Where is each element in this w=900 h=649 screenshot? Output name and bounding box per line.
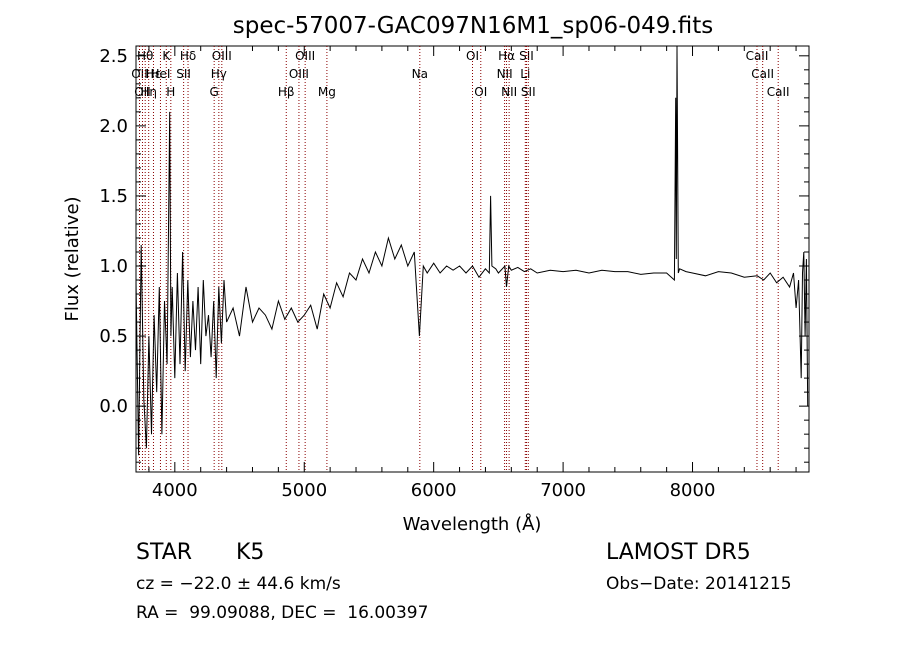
- line-label-13: Hβ: [278, 85, 295, 99]
- line-label-22: NII: [501, 85, 517, 99]
- line-label-5: HeI: [150, 67, 170, 81]
- line-label-24: SII: [519, 49, 534, 63]
- survey-name: LAMOST DR5: [606, 540, 751, 565]
- y-tick-label-3: 1.5: [99, 186, 128, 207]
- x-tick-label-4: 8000: [670, 480, 716, 501]
- object-class: STAR: [136, 540, 193, 565]
- line-label-3: Hη: [140, 85, 157, 99]
- line-label-26: CaII: [746, 49, 769, 63]
- object-subclass: K5: [236, 540, 265, 565]
- line-label-16: Mg: [318, 85, 336, 99]
- y-tick-label-2: 1.0: [99, 256, 128, 277]
- line-label-15: OIII: [295, 49, 315, 63]
- x-tick-label-0: 4000: [152, 480, 198, 501]
- spectral-line-markers: OIIOIIHθHηHεHeIKHSIIHδGHγOIIIHβOIIIOIIIM…: [131, 46, 790, 472]
- line-label-7: H: [166, 85, 175, 99]
- redshift-velocity: cz = −22.0 ± 44.6 km/s: [136, 574, 341, 594]
- x-tick-label-1: 5000: [281, 480, 327, 501]
- line-label-25: SII: [521, 85, 536, 99]
- line-label-8: SII: [176, 67, 191, 81]
- line-label-20: NII: [497, 67, 513, 81]
- line-label-9: Hδ: [180, 49, 196, 63]
- line-label-18: OI: [466, 49, 479, 63]
- y-tick-label-0: 0.0: [99, 396, 128, 417]
- spectrum-line-0: [135, 45, 809, 456]
- observation-date: Obs−Date: 20141215: [606, 574, 792, 594]
- line-label-19: OI: [474, 85, 487, 99]
- line-label-12: OIII: [212, 49, 232, 63]
- line-label-27: CaII: [751, 67, 774, 81]
- line-label-21: Hα: [498, 49, 515, 63]
- line-label-11: Hγ: [211, 67, 227, 81]
- line-label-4: Hε: [146, 67, 162, 81]
- x-tick-label-2: 6000: [411, 480, 457, 501]
- line-label-14: OIII: [289, 67, 309, 81]
- axes: 4000 5000 6000 7000 8000 0.0 0.5 1.0 1.5 2.0 2.5: [99, 46, 809, 501]
- line-label-0: OII: [131, 67, 148, 81]
- line-label-28: CaII: [767, 85, 790, 99]
- y-tick-label-4: 2.0: [99, 116, 128, 137]
- line-label-10: G: [210, 85, 219, 99]
- coordinates: RA = 99.09088, DEC = 16.00397: [136, 603, 429, 623]
- y-tick-label-5: 2.5: [99, 46, 128, 67]
- x-tick-label-3: 7000: [540, 480, 586, 501]
- line-label-17: Na: [412, 67, 428, 81]
- line-label-6: K: [162, 49, 171, 63]
- y-tick-label-1: 0.5: [99, 326, 128, 347]
- line-label-23: Li: [520, 67, 530, 81]
- line-label-1: OII: [134, 85, 151, 99]
- chart-title: spec-57007-GAC097N16M1_sp06-049.fits: [233, 13, 713, 39]
- spectrum-series: [135, 45, 809, 456]
- x-axis-label: Wavelength (Å): [403, 513, 542, 535]
- y-axis-label: Flux (relative): [62, 196, 83, 321]
